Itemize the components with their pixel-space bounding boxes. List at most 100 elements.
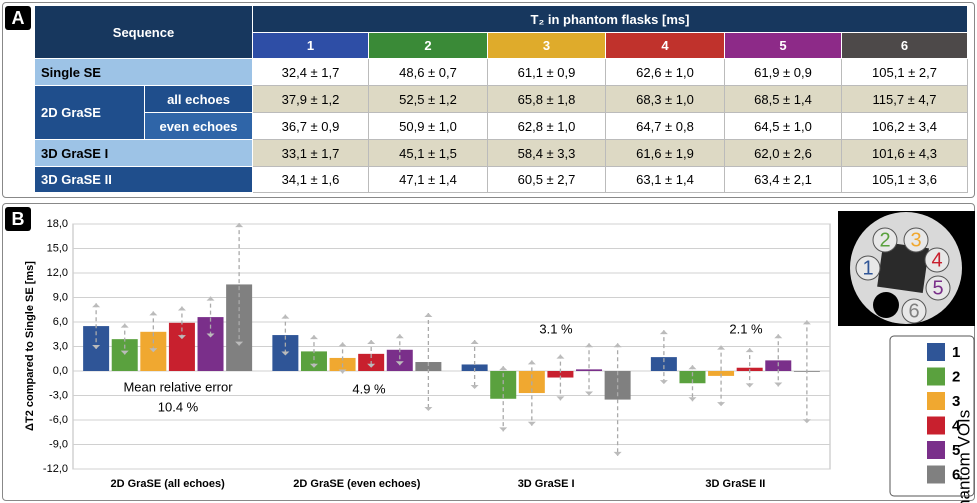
- header-cell: Sequence: [35, 6, 253, 59]
- table-cell: 64,7 ± 0,8: [606, 113, 725, 140]
- table-cell: 48,6 ± 0,7: [369, 59, 488, 86]
- table-cell: 65,8 ± 1,8: [488, 86, 606, 113]
- row-label: Single SE: [35, 59, 253, 86]
- legend-label: 6: [952, 466, 960, 483]
- legend-swatch: [927, 367, 945, 386]
- error-bar-part: [149, 348, 158, 353]
- phantom-hole: [873, 292, 899, 318]
- error-bar: [309, 335, 318, 368]
- error-bar-part: [659, 380, 668, 385]
- table-cell: 68,3 ± 1,0: [606, 86, 725, 113]
- column-header: 3: [488, 33, 606, 59]
- table-cell: 63,4 ± 2,1: [725, 167, 842, 193]
- phantom-center: [877, 242, 929, 293]
- legend-swatch: [927, 343, 945, 361]
- table-cell: 105,1 ± 2,7: [842, 59, 968, 86]
- table-cell: 68,5 ± 1,4: [725, 86, 842, 113]
- phantom-flask: [872, 227, 898, 253]
- bar: [386, 349, 413, 371]
- y-tick-label: -9,0: [49, 438, 68, 450]
- y-tick-label: -3,0: [49, 389, 68, 401]
- phantom-flask: [903, 227, 929, 253]
- table-cell: 106,2 ± 3,4: [842, 113, 968, 140]
- error-bar-part: [281, 314, 290, 319]
- bar: [708, 371, 735, 376]
- legend-swatch: [927, 392, 945, 410]
- error-bar-part: [659, 330, 668, 335]
- table-cell: 62,0 ± 2,6: [725, 140, 842, 167]
- phantom-label: 3: [910, 229, 921, 251]
- error-bar: [774, 334, 783, 387]
- error-bar-part: [688, 365, 697, 370]
- phantom-label: 6: [908, 300, 919, 322]
- error-bar: [177, 306, 186, 340]
- y-tick-label: 0,0: [53, 365, 68, 377]
- error-bar: [556, 354, 565, 401]
- legend-label: 2: [952, 368, 960, 385]
- table-cell: 62,6 ± 1,0: [606, 59, 725, 86]
- legend-title: Phantom VOIs: [954, 410, 973, 503]
- error-bar-part: [235, 223, 244, 228]
- error-bar: [527, 360, 536, 426]
- error-bar-part: [774, 334, 783, 339]
- bar: [576, 369, 603, 371]
- error-bar: [235, 223, 244, 346]
- error-bar-part: [177, 335, 186, 340]
- legend-label: 3: [952, 393, 960, 410]
- error-bar: [613, 343, 622, 456]
- annotation: 10.4 %: [158, 399, 199, 414]
- error-bar-part: [585, 343, 594, 348]
- y-axis-label: ΔT2 compared to Single SE [ms]: [24, 261, 36, 431]
- x-tick-label: 3D GraSE II: [705, 478, 765, 490]
- error-bar: [802, 320, 811, 424]
- error-bar: [659, 330, 668, 385]
- legend-label: 4: [952, 417, 961, 434]
- error-bar-part: [367, 363, 376, 368]
- error-bar-part: [802, 419, 811, 424]
- table-cell: 34,1 ± 1,6: [253, 167, 369, 193]
- table-cell: 63,1 ± 1,4: [606, 167, 725, 193]
- error-bar-part: [338, 342, 347, 347]
- column-header: 2: [369, 33, 488, 59]
- phantom-flask: [924, 247, 950, 273]
- legend-swatch: [927, 465, 945, 484]
- table-cell: 37,9 ± 1,2: [253, 86, 369, 113]
- error-bar-part: [585, 391, 594, 396]
- error-bar-part: [120, 350, 129, 355]
- error-bar: [120, 323, 129, 355]
- table-cell: 61,1 ± 0,9: [488, 59, 606, 86]
- panel-label: A: [5, 6, 31, 30]
- bar: [111, 339, 138, 371]
- error-bar-part: [395, 361, 404, 366]
- table-cell: 101,6 ± 4,3: [842, 140, 968, 167]
- error-bar-part: [120, 323, 129, 328]
- error-bar-part: [281, 351, 290, 356]
- x-tick-label: 2D GraSE (even echoes): [293, 478, 421, 490]
- bar: [547, 371, 574, 378]
- bar: [415, 362, 442, 371]
- error-bar-part: [309, 363, 318, 368]
- table-cell: 62,8 ± 1,0: [488, 113, 606, 140]
- error-bar: [206, 296, 215, 338]
- error-bar: [717, 345, 726, 407]
- table-cell: 50,9 ± 1,0: [369, 113, 488, 140]
- error-bar: [367, 339, 376, 368]
- error-bar: [585, 343, 594, 396]
- annotation: 3.1 %: [539, 321, 573, 336]
- legend-swatch: [927, 416, 945, 435]
- y-tick-label: 9,0: [53, 291, 68, 303]
- error-bar-part: [745, 383, 754, 388]
- error-bar: [338, 342, 347, 374]
- error-bar-part: [527, 360, 536, 365]
- legend-box: [889, 335, 975, 497]
- error-bar-part: [556, 354, 565, 359]
- error-bar-part: [235, 341, 244, 346]
- annotation: 4.9 %: [352, 381, 386, 396]
- x-tick-label: 2D GraSE (all echoes): [110, 478, 225, 490]
- error-bar-part: [206, 296, 215, 301]
- error-bar: [92, 303, 101, 349]
- error-bar-part: [92, 344, 101, 349]
- error-bar-part: [338, 369, 347, 374]
- error-bar-part: [206, 333, 215, 338]
